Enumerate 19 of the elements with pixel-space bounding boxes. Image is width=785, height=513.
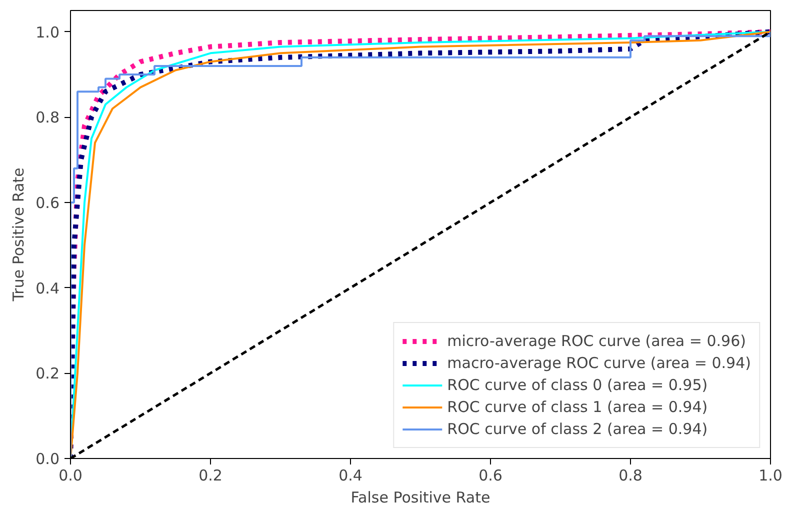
legend-label: ROC curve of class 0 (area = 0.95) bbox=[447, 376, 708, 394]
legend-label: ROC curve of class 1 (area = 0.94) bbox=[447, 398, 708, 416]
legend-label: ROC curve of class 2 (area = 0.94) bbox=[447, 420, 708, 438]
legend-label: micro-average ROC curve (area = 0.96) bbox=[447, 332, 746, 350]
x-tick-label: 0.2 bbox=[198, 466, 222, 484]
legend-label: macro-average ROC curve (area = 0.94) bbox=[447, 354, 751, 372]
x-axis-title: False Positive Rate bbox=[350, 488, 490, 506]
x-tick-label: 1.0 bbox=[758, 466, 782, 484]
y-tick-label: 0.6 bbox=[36, 194, 60, 212]
y-tick-label: 0.0 bbox=[36, 450, 60, 468]
y-axis-title: True Positive Rate bbox=[10, 168, 28, 302]
x-tick-label: 0.6 bbox=[478, 466, 502, 484]
x-tick-label: 0.4 bbox=[338, 466, 362, 484]
x-tick-label: 0.0 bbox=[58, 466, 82, 484]
y-tick-label: 0.2 bbox=[36, 364, 60, 383]
x-tick-label: 0.8 bbox=[618, 466, 642, 484]
y-tick-label: 0.4 bbox=[36, 279, 60, 298]
y-tick-label: 1.0 bbox=[36, 23, 60, 42]
y-tick-label: 0.8 bbox=[36, 108, 60, 127]
